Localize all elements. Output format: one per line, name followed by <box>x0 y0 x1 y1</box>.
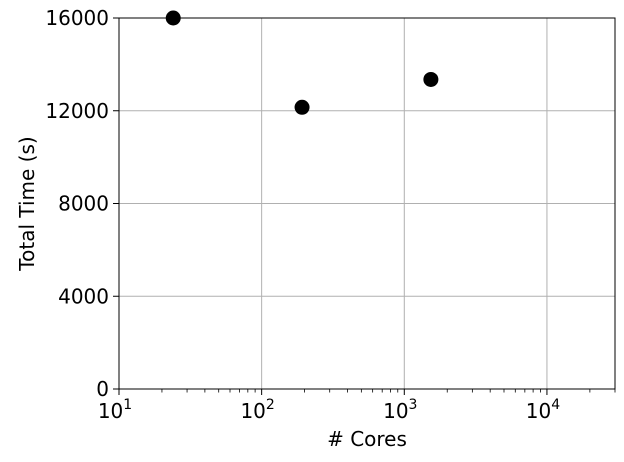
data-point <box>294 99 310 115</box>
x-tick-label: 102 <box>240 397 274 423</box>
y-tick-labels: 0 4000 8000 12000 16000 <box>45 6 109 401</box>
x-tick-label: 101 <box>98 397 132 423</box>
y-tick-label: 12000 <box>45 99 109 123</box>
x-tick-label-base: 10 <box>240 399 265 423</box>
y-tick-label: 4000 <box>58 284 109 308</box>
data-point <box>423 71 439 87</box>
data-points <box>165 10 439 115</box>
x-tick-label: 104 <box>526 397 560 423</box>
y-tick-label: 16000 <box>45 6 109 30</box>
y-tick-label: 0 <box>96 377 109 401</box>
plot-frame <box>118 17 616 390</box>
major-ticks <box>113 17 548 395</box>
x-tick-label-exponent: 3 <box>409 397 418 413</box>
x-tick-label-exponent: 2 <box>266 397 275 413</box>
y-axis-title: Total Time (s) <box>15 136 39 271</box>
minor-ticks <box>161 389 616 393</box>
x-axis-title: # Cores <box>327 427 407 451</box>
x-tick-labels: 101 102 103 104 <box>98 397 560 423</box>
x-tick-label-base: 10 <box>98 399 123 423</box>
x-tick-label-exponent: 4 <box>551 397 560 413</box>
x-tick-label-base: 10 <box>383 399 408 423</box>
x-tick-label: 103 <box>383 397 417 423</box>
y-tick-label: 8000 <box>58 192 109 216</box>
x-tick-label-exponent: 1 <box>123 397 132 413</box>
x-tick-label-base: 10 <box>526 399 551 423</box>
